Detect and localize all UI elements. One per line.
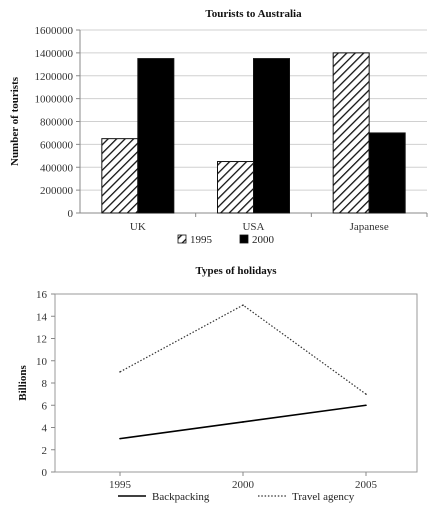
legend-label: 1995 [190, 234, 213, 246]
y-tick-label: 1400000 [35, 48, 74, 60]
data-point-Travel agency [119, 371, 121, 373]
y-tick-label: 2 [42, 445, 48, 457]
bar-2000-Japanese [368, 132, 406, 214]
data-point-Backpacking [242, 421, 244, 423]
legend-label: Backpacking [152, 491, 210, 503]
y-tick-label: 6 [42, 400, 48, 412]
y-tick-label: 12 [36, 334, 47, 346]
y-tick-label: 1600000 [35, 25, 74, 37]
chart-title: Types of holidays [195, 265, 277, 277]
y-tick-label: 4 [42, 423, 48, 435]
bar-chart-tourists: Tourists to Australia 0 200000 400000 600000… [9, 8, 428, 246]
y-axis-label: Billions [17, 365, 29, 401]
y-tick-label: 200000 [40, 185, 74, 197]
y-tick-label: 10 [36, 356, 48, 368]
data-point-Travel agency [242, 304, 244, 306]
y-tick-label: 400000 [40, 162, 74, 174]
line-chart-holidays: Types of holidays 0 2 4 6 8 10 12 14 16 Billions 19… [17, 265, 418, 503]
legend-swatch-1995 [177, 234, 187, 244]
bar-1995-UK [101, 138, 139, 214]
y-tick-label: 1200000 [35, 71, 74, 83]
y-tick-label: 1000000 [35, 94, 74, 106]
x-category-label: UK [130, 221, 146, 233]
data-point-Travel agency [365, 393, 367, 395]
legend-swatch-2000 [239, 234, 249, 244]
y-axis-label: Number of tourists [9, 76, 21, 166]
data-point-Backpacking [365, 404, 367, 407]
data-point-Backpacking [119, 437, 121, 440]
bar-2000-USA [253, 58, 290, 214]
y-tick-label: 14 [36, 311, 48, 323]
bar-1995-Japanese [332, 52, 370, 214]
x-category-label: Japanese [350, 221, 389, 233]
y-tick-label: 800000 [40, 117, 74, 129]
chart-title: Tourists to Australia [205, 8, 302, 20]
y-tick-label: 600000 [40, 139, 74, 151]
legend-label: Travel agency [292, 491, 355, 503]
y-tick-label: 8 [42, 378, 48, 390]
y-tick-label: 16 [36, 289, 48, 301]
x-category-label: 1995 [109, 479, 132, 491]
bar-1995-USA [217, 161, 254, 214]
x-category-label: USA [242, 221, 264, 233]
plot-frame [54, 293, 418, 473]
bar-2000-UK [137, 58, 175, 214]
legend-label: 2000 [252, 234, 275, 246]
y-tick-label: 0 [42, 467, 48, 479]
y-tick-label: 0 [68, 208, 74, 220]
series-line-Travel agency [119, 304, 367, 395]
x-category-label: 2005 [355, 479, 378, 491]
x-category-label: 2000 [232, 479, 255, 491]
